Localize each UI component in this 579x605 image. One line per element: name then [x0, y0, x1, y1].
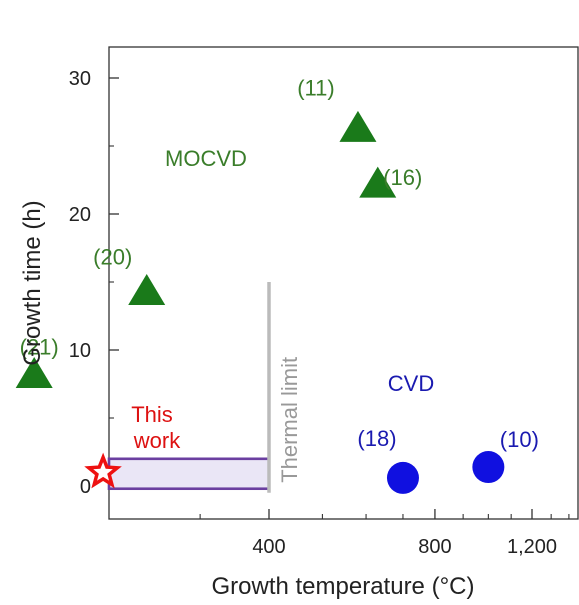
mocvd-triangle-marker — [15, 356, 53, 388]
y-axis-label: Growth time (h) — [19, 200, 46, 365]
reference-label: (16) — [383, 165, 422, 190]
mocvd-triangle-marker — [359, 166, 397, 198]
y-tick-label: 30 — [69, 68, 91, 90]
mocvd-series-label: MOCVD — [165, 146, 247, 171]
reference-label: (11) — [297, 75, 335, 100]
x-axis-label: Growth temperature (°C) — [211, 573, 474, 600]
mocvd-triangle-marker — [339, 110, 377, 142]
this-work-range-box — [107, 457, 271, 491]
this-work-star-marker — [84, 452, 122, 489]
reference-label: (10) — [500, 427, 539, 452]
reference-label: (18) — [357, 426, 396, 451]
mocvd-triangle-marker — [128, 274, 166, 306]
y-tick-label: 20 — [69, 204, 91, 226]
cvd-circle-marker — [472, 451, 505, 484]
x-tick-label: 400 — [252, 536, 285, 558]
thermal-limit-label: Thermal limit — [277, 357, 302, 483]
plot-frame — [108, 46, 579, 520]
reference-label: (21) — [20, 334, 59, 359]
x-tick-label: 800 — [418, 536, 451, 558]
this-work-label-line2: work — [133, 428, 181, 453]
cvd-series-label: CVD — [388, 371, 434, 396]
y-tick-label: 10 — [69, 340, 91, 362]
y-tick-label: 0 — [80, 476, 91, 498]
cvd-circle-marker — [386, 461, 419, 494]
x-tick-label: 1,200 — [507, 536, 557, 558]
this-work-label-line1: This — [131, 402, 173, 427]
reference-label: (20) — [93, 245, 132, 270]
